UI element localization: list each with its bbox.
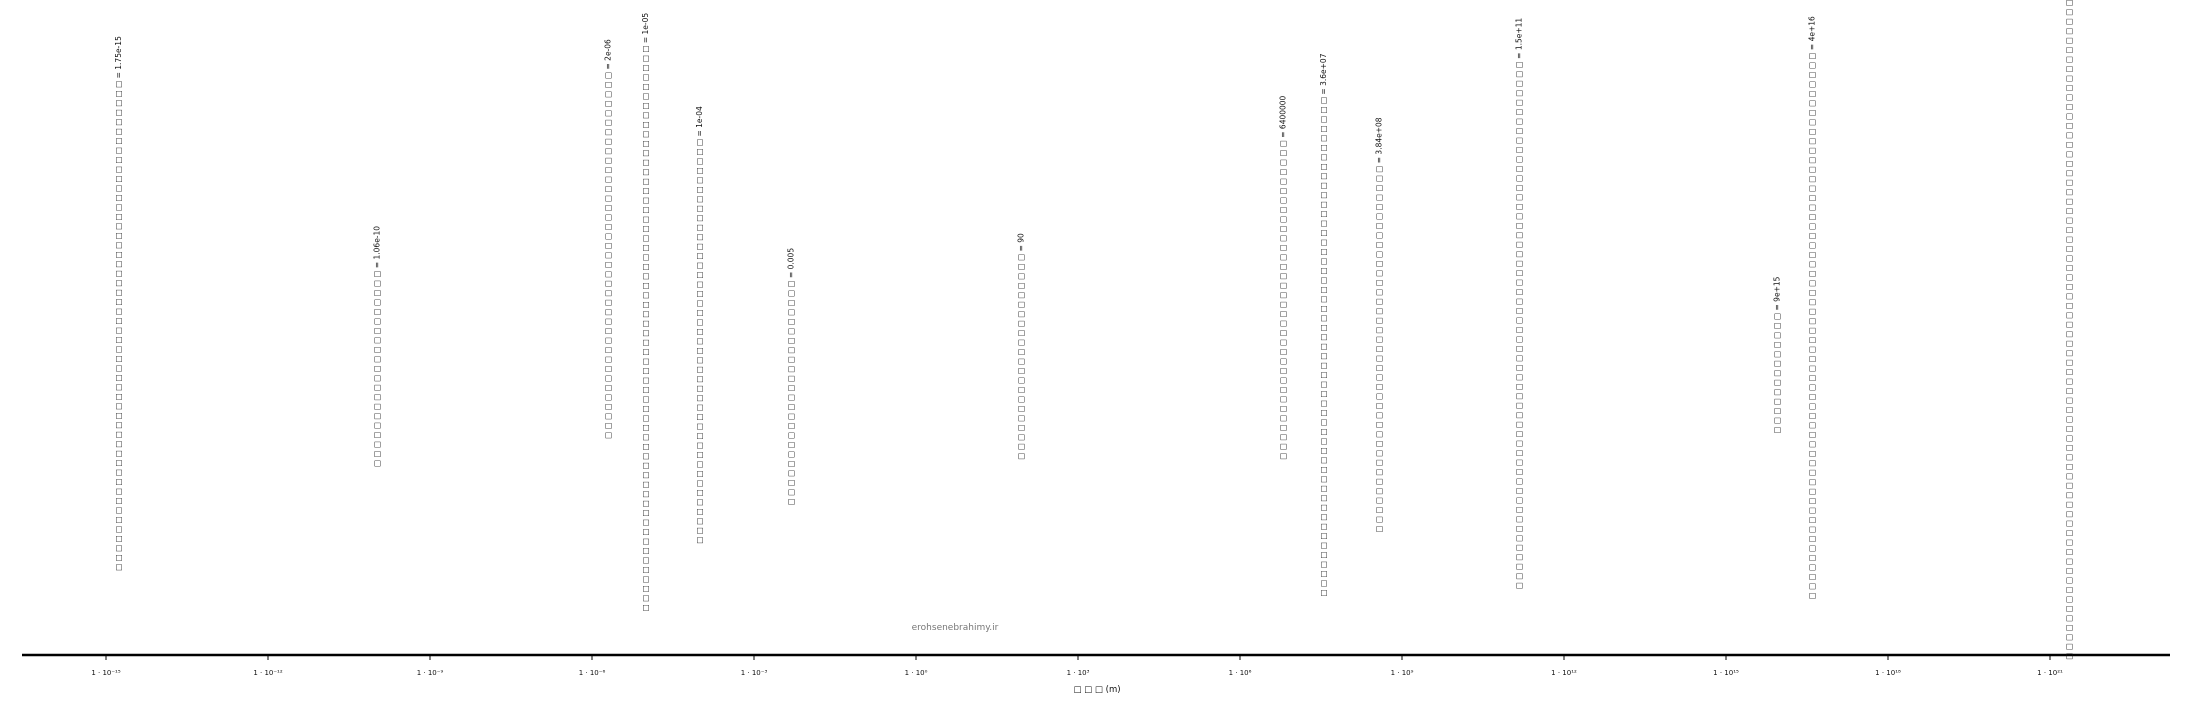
point-labels: □ □ □ □ □ □ □ □ □ □ □ □ □ □ □ □ □ □ □ □ … — [114, 0, 2073, 660]
point-label: □ □ □ □ □ □ □ □ □ □ □ □ □ □ □ □ □ □ □ □ … — [1279, 95, 1288, 459]
x-tick-label: 1 · 10³ — [1067, 669, 1090, 677]
watermark: erohsenebrahimy.ir — [912, 623, 999, 633]
x-tick-label: 1 · 10²¹ — [2037, 669, 2063, 677]
x-tick-label: 1 · 10⁰ — [905, 669, 928, 677]
x-tick-label: 1 · 10⁻³ — [741, 669, 768, 677]
x-tick-label: 1 · 10¹⁵ — [1713, 669, 1739, 677]
point-label: □ □ □ □ □ □ □ □ □ □ □ □ □ □ □ □ □ □ □ □ … — [1319, 53, 1328, 596]
x-axis-title: □ □ □ (m) — [1073, 685, 1120, 695]
x-tick-label: 1 · 10⁻⁹ — [417, 669, 444, 677]
x-tick-label: 1 · 10⁶ — [1229, 669, 1252, 677]
point-label: □ □ □ □ □ □ □ □ □ □ □ □ □ □ □ □ □ □ □ □ … — [2065, 0, 2074, 660]
point-label: □ □ □ □ □ □ □ □ □ □ □ □ □ □ □ □ □ □ □ □ … — [603, 39, 612, 439]
point-label: □ □ □ □ □ □ □ □ □ □ □ □ □ □ □ □ □ □ □ □ … — [114, 36, 123, 571]
point-label: □ □ □ □ □ □ □ □ □ □ □ □ □ □ □ □ □ □ □ □ … — [1515, 18, 1524, 590]
x-tick-label: 1 · 10⁻⁶ — [579, 669, 606, 677]
point-label: □ □ □ □ □ □ □ □ □ □ □ □ □ □ □ □ □ □ □ □ … — [1375, 117, 1384, 532]
x-tick-label: 1 · 10⁹ — [1391, 669, 1414, 677]
x-tick-label: 1 · 10¹⁸ — [1875, 669, 1901, 677]
point-label: □ □ □ □ □ □ □ □ □ □ □ □ □ □ □ □ □ □ □ □ … — [787, 248, 796, 506]
point-label: □ □ □ □ □ □ □ □ □ □ □ □ □ □ □ □ □ □ □ □ … — [1808, 16, 1817, 599]
x-tick-label: 1 · 10⁻¹⁵ — [91, 669, 121, 677]
point-label: □ □ □ □ □ □ □ □ □ □ □ □ □ □ □ □ □ □ □ □ … — [1017, 233, 1026, 460]
point-label: □ □ □ □ □ □ □ □ □ □ □ □ □ □ □ □ □ □ □ □ … — [695, 106, 704, 544]
point-label: □ □ □ □ □ □ □ □ □ □ □ □ □ □ □ □ □ □ □ □ … — [372, 226, 381, 467]
x-axis-ticks: 1 · 10⁻¹⁵ 1 · 10⁻¹² 1 · 10⁻⁹ 1 · 10⁻⁶ 1 · 10… — [91, 655, 2063, 677]
point-label: □ □ □ □ □ □ □ □ □ □ □ □ □ = 9e+15 — [1773, 276, 1782, 433]
x-tick-label: 1 · 10¹² — [1551, 669, 1577, 677]
point-label: □ □ □ □ □ □ □ □ □ □ □ □ □ □ □ □ □ □ □ □ … — [641, 13, 650, 612]
x-tick-label: 1 · 10⁻¹² — [253, 669, 283, 677]
